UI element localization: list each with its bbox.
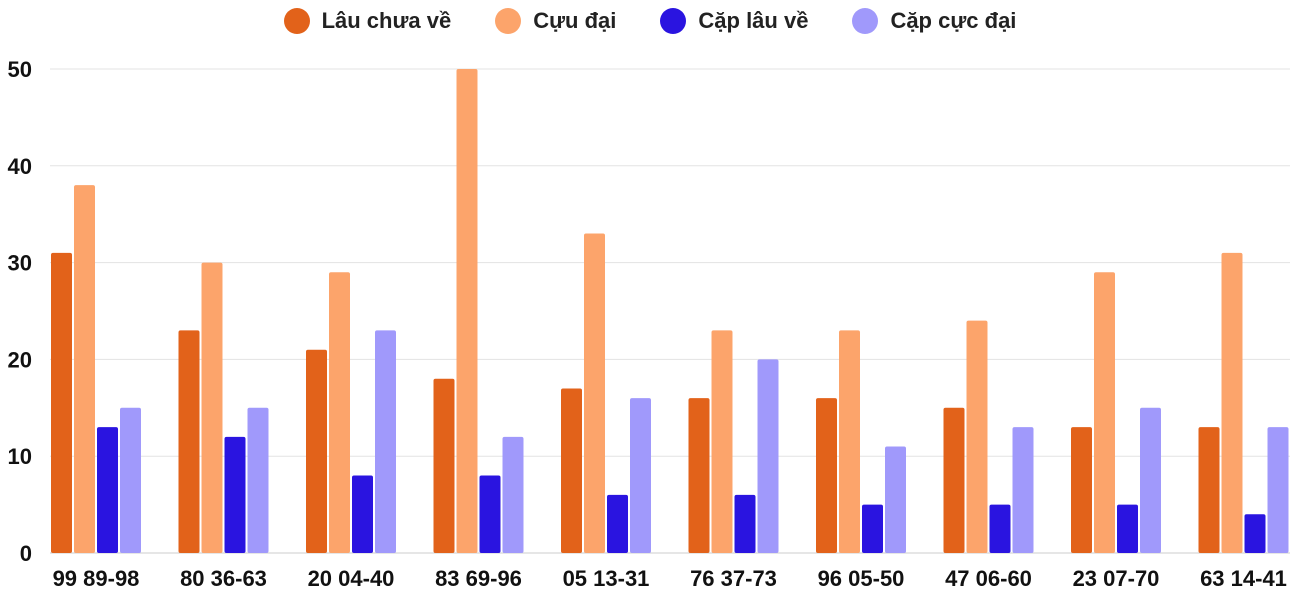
bar: [1140, 407, 1161, 553]
bar: [1094, 272, 1115, 553]
legend-label-cap-cuc-dai: Cặp cực đại: [890, 8, 1017, 33]
legend-item-cap-lau-ve[interactable]: Cặp lâu về: [660, 8, 808, 34]
bar: [1071, 427, 1092, 553]
legend-item-cap-cuc-dai[interactable]: Cặp cực đại: [852, 8, 1016, 34]
bar: [943, 407, 965, 553]
bar: [178, 330, 200, 553]
bar: [688, 398, 710, 553]
bar: [989, 504, 1011, 553]
x-tick-label: 96 05-50: [818, 566, 905, 591]
bar: [1267, 427, 1289, 553]
bar: [885, 446, 906, 553]
bar: [224, 436, 246, 553]
x-tick-label: 80 36-63: [180, 566, 267, 591]
x-tick-label: 20 04-40: [308, 566, 395, 591]
bar: [839, 330, 860, 553]
legend-swatch-cap-cuc-dai: [852, 8, 879, 34]
legend-label-cap-lau-ve: Cặp lâu về: [698, 8, 809, 33]
bar: [502, 436, 524, 553]
bar: [1221, 252, 1243, 554]
bar: [375, 330, 396, 553]
y-tick-label: 20: [8, 347, 32, 372]
bar: [120, 407, 141, 553]
bar: [329, 272, 350, 553]
bar: [862, 504, 883, 553]
bar: [816, 398, 837, 553]
bar: [247, 407, 269, 553]
y-tick-label: 40: [8, 154, 32, 179]
x-tick-label: 63 14-41: [1200, 566, 1287, 591]
x-tick-label: 99 89-98: [53, 566, 140, 591]
y-tick-label: 50: [8, 57, 32, 82]
x-tick-label: 05 13-31: [563, 566, 650, 591]
y-tick-label: 30: [8, 251, 32, 276]
bar: [1117, 504, 1138, 553]
bar: [352, 475, 373, 553]
legend-swatch-cuu-dai: [495, 8, 522, 34]
bar: [201, 262, 223, 553]
bar: [456, 69, 478, 553]
x-tick-label: 83 69-96: [435, 566, 522, 591]
bar: [711, 330, 733, 553]
bar: [51, 252, 72, 554]
bar: [607, 494, 628, 553]
bar: [561, 388, 582, 553]
bar: [584, 233, 605, 553]
legend-label-lau-chua-ve: Lâu chưa về: [321, 8, 452, 33]
legend-swatch-lau-chua-ve: [283, 8, 310, 34]
x-tick-label: 23 07-70: [1073, 566, 1160, 591]
bar: [1198, 427, 1220, 553]
bar: [1244, 514, 1266, 553]
bar: [97, 427, 118, 553]
y-tick-label: 10: [8, 444, 32, 469]
legend-item-cuu-dai[interactable]: Cựu đại: [495, 8, 616, 34]
x-tick-label: 47 06-60: [945, 566, 1032, 591]
bar: [734, 494, 756, 553]
legend-label-cuu-dai: Cựu đại: [533, 8, 617, 33]
bar: [966, 320, 988, 553]
bar: [1012, 427, 1034, 553]
legend-item-lau-chua-ve[interactable]: Lâu chưa về: [283, 8, 452, 34]
y-tick-label: 0: [20, 541, 32, 566]
bar: [630, 398, 651, 553]
bar: [306, 349, 327, 553]
bar: [74, 185, 95, 553]
legend: Lâu chưa về Cựu đại Cặp lâu về Cặp cực đ…: [0, 4, 1300, 38]
bar: [479, 475, 501, 553]
bar: [757, 359, 779, 553]
x-tick-label: 76 37-73: [690, 566, 777, 591]
legend-swatch-cap-lau-ve: [660, 8, 687, 34]
bar: [433, 378, 455, 553]
